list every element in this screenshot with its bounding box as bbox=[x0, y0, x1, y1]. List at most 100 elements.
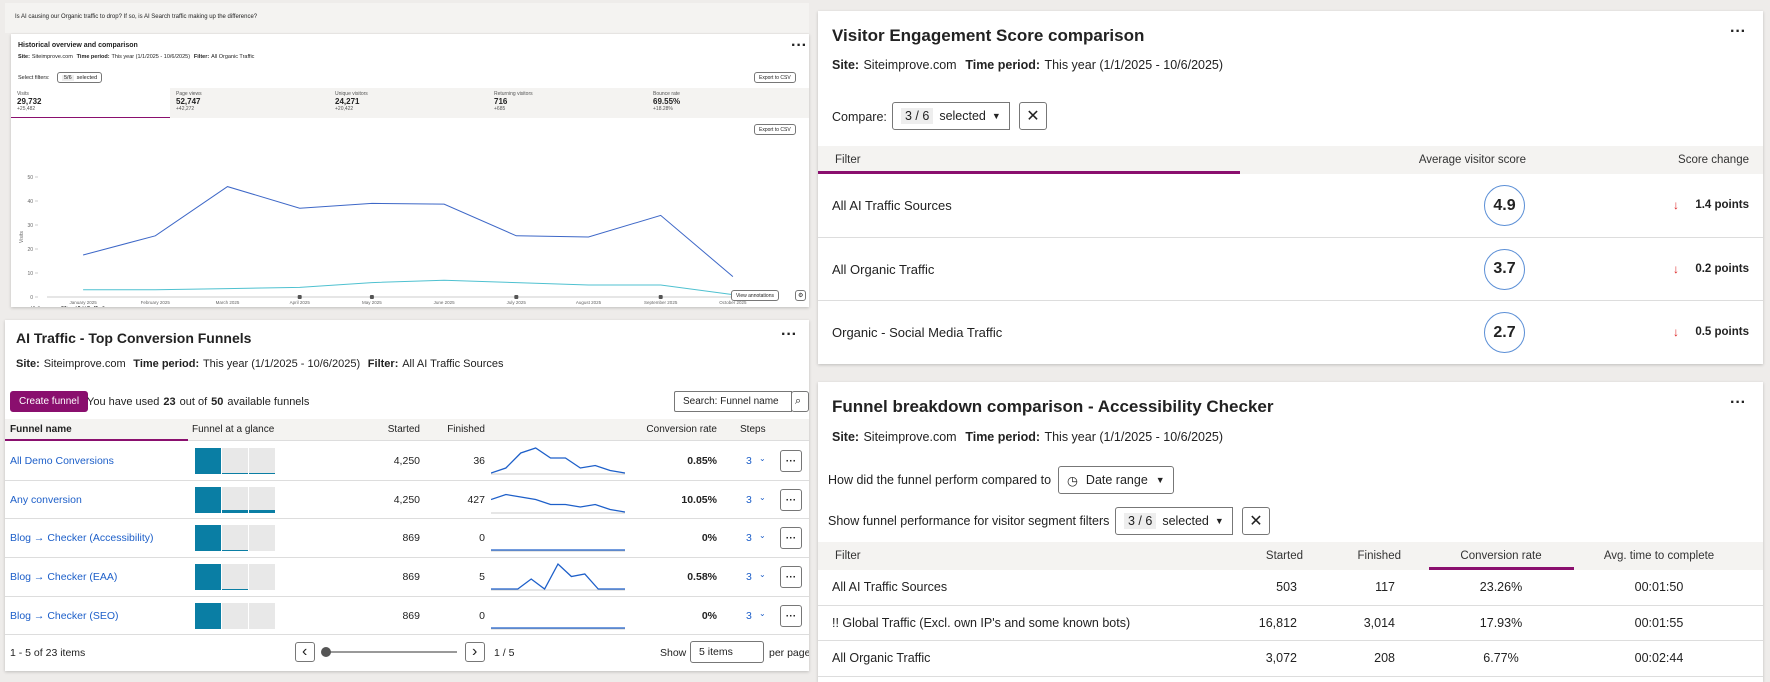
column-header[interactable]: Funnel at a glance bbox=[192, 424, 275, 435]
funnel-name[interactable]: Blog → Checker (SEO) bbox=[10, 609, 119, 622]
more-menu[interactable]: ··· bbox=[781, 326, 797, 343]
cell: !! Global Traffic (Excl. own IP's and so… bbox=[832, 615, 1131, 630]
search-input[interactable]: Search: Funnel name bbox=[674, 391, 792, 412]
column-header[interactable]: Average visitor score bbox=[1418, 154, 1526, 166]
table-header: Filter Started Finished Conversion rate Avg.… bbox=[818, 542, 1763, 570]
row-menu[interactable]: ··· bbox=[780, 450, 802, 472]
funnels-card: AI Traffic - Top Conversion Funnels ··· Si… bbox=[5, 320, 809, 671]
funnel-name[interactable]: All Demo Conversions bbox=[10, 455, 114, 467]
filter-label: Filter: bbox=[193, 54, 210, 60]
steps-chevron: ⌄ bbox=[759, 492, 766, 502]
metric: Returning visitors 716 +685 bbox=[488, 88, 647, 118]
metric: Page views 52,747 +42,272 bbox=[170, 88, 329, 118]
sparkline-line bbox=[491, 563, 625, 591]
glance-box bbox=[249, 564, 275, 591]
column-header[interactable]: Started bbox=[1265, 550, 1303, 562]
clear-button[interactable]: ✕ bbox=[1242, 507, 1270, 535]
column-header[interactable]: Finished bbox=[1357, 550, 1401, 562]
y-tick-label: 20 bbox=[27, 247, 33, 253]
next-page[interactable]: › bbox=[465, 642, 485, 662]
cell: 3,014 bbox=[1363, 615, 1395, 630]
compare-question: How did the funnel perform compared to bbox=[828, 473, 1052, 487]
table-row: All Demo Conversions 4,250 36 0.85% 3 ⌄ ··· bbox=[5, 442, 809, 481]
table-row: All Organic Traffic 3,072 208 6.77% 00:02:44 bbox=[818, 641, 1763, 677]
finished: 427 bbox=[467, 493, 485, 506]
steps[interactable]: 3 bbox=[746, 532, 752, 545]
y-tick-label: 40 bbox=[27, 199, 33, 205]
period-label: Time period: bbox=[76, 54, 110, 60]
score-circle: 2.7 bbox=[1484, 312, 1525, 354]
column-header[interactable]: Conversion rate bbox=[646, 424, 717, 435]
glance-box bbox=[222, 525, 248, 552]
funnel-name[interactable]: Blog → Checker (EAA) bbox=[10, 571, 118, 584]
card-title: Historical overview and comparison bbox=[18, 42, 138, 49]
row-menu[interactable]: ··· bbox=[780, 566, 802, 589]
x-tick-label: September 2025 bbox=[644, 300, 678, 305]
filter-dropdown[interactable]: 5/6 selected bbox=[57, 72, 103, 83]
x-tick-label: January 2025 bbox=[69, 300, 97, 305]
usage-part: You have used bbox=[87, 396, 160, 408]
metric-label: Returning visitors bbox=[494, 91, 533, 97]
filter-value: All Organic Traffic bbox=[211, 54, 255, 60]
column-header[interactable]: Avg. time to complete bbox=[1603, 550, 1715, 562]
row-menu[interactable]: ··· bbox=[780, 488, 802, 511]
column-header[interactable]: Conversion rate bbox=[1460, 550, 1542, 562]
down-arrow: ↓ bbox=[1673, 198, 1679, 212]
column-header[interactable]: Filter bbox=[835, 154, 861, 166]
steps-chevron: ⌄ bbox=[759, 608, 766, 618]
clear-button[interactable]: ✕ bbox=[1019, 102, 1047, 130]
sparkline-line bbox=[491, 447, 625, 474]
conversion-rate: 0% bbox=[701, 609, 717, 622]
metric-change: +685 bbox=[494, 106, 506, 112]
steps[interactable]: 3 bbox=[746, 493, 752, 506]
date-range-button[interactable]: ◷ Date range ▼ bbox=[1058, 466, 1174, 494]
per-page-select[interactable]: 5 items bbox=[690, 641, 764, 663]
table-row: Organic - Social Media Traffic 2.7 ↓ 0.5 po… bbox=[818, 301, 1763, 364]
steps[interactable]: 3 bbox=[746, 609, 752, 622]
glance-box bbox=[222, 602, 248, 629]
steps[interactable]: 3 bbox=[746, 571, 752, 584]
settings-button[interactable]: ⚙ bbox=[795, 290, 806, 301]
more-menu[interactable]: ··· bbox=[791, 37, 807, 54]
column-header[interactable]: Started bbox=[387, 424, 420, 435]
select-filters: Select filters: bbox=[18, 75, 50, 81]
sort-indicator bbox=[1429, 567, 1574, 570]
period-value: This year (1/1/2025 - 10/6/2025) bbox=[1044, 430, 1224, 444]
export-button[interactable]: Export to CSV bbox=[754, 72, 796, 83]
glance-box bbox=[249, 486, 275, 513]
row-menu[interactable]: ··· bbox=[780, 527, 802, 550]
glance-bar bbox=[249, 510, 275, 513]
compare-dropdown[interactable]: 3 / 6 selected ▼ bbox=[892, 102, 1010, 130]
funnel-name[interactable]: Any conversion bbox=[10, 493, 82, 506]
cell: All AI Traffic Sources bbox=[832, 580, 948, 594]
started: 4,250 bbox=[393, 455, 420, 467]
metric-change: +18.28% bbox=[653, 106, 673, 112]
period-value: This year (1/1/2025 - 10/6/2025) bbox=[202, 358, 361, 370]
more-menu[interactable]: ··· bbox=[1730, 394, 1746, 411]
column-header[interactable]: Filter bbox=[835, 550, 861, 562]
column-header[interactable]: Finished bbox=[447, 424, 485, 435]
view-annotations[interactable]: View annotations bbox=[731, 290, 779, 301]
per-page-label: per page bbox=[769, 647, 809, 659]
row-menu[interactable]: ··· bbox=[780, 604, 802, 627]
steps[interactable]: 3 bbox=[746, 455, 752, 467]
glance-box bbox=[195, 448, 221, 474]
column-header[interactable]: Score change bbox=[1678, 154, 1749, 166]
more-menu[interactable]: ··· bbox=[1730, 23, 1746, 40]
y-tick-label: 10 bbox=[27, 271, 33, 277]
finished: 0 bbox=[479, 532, 485, 545]
create-funnel[interactable]: Create funnel bbox=[10, 391, 89, 412]
x-tick-label: August 2025 bbox=[576, 300, 602, 305]
table-row: All AI Traffic Sources 4.9 ↓ 1.4 points bbox=[818, 174, 1763, 238]
legend-label: Visits bbox=[31, 306, 43, 308]
column-header[interactable]: Funnel name bbox=[10, 424, 72, 435]
historical-card: Historical overview and comparison ··· Sit… bbox=[11, 34, 809, 307]
search-button[interactable]: ⌕ bbox=[791, 391, 809, 412]
funnel-name[interactable]: Blog → Checker (Accessibility) bbox=[10, 532, 154, 545]
caret: ▼ bbox=[991, 111, 1001, 121]
export-button[interactable]: Export to CSV bbox=[754, 124, 796, 135]
prev-page[interactable]: ‹ bbox=[295, 642, 315, 662]
count: 5/6 bbox=[62, 74, 74, 81]
segment-dropdown[interactable]: 3 / 6 selected ▼ bbox=[1115, 507, 1233, 535]
column-header[interactable]: Steps bbox=[740, 424, 766, 435]
